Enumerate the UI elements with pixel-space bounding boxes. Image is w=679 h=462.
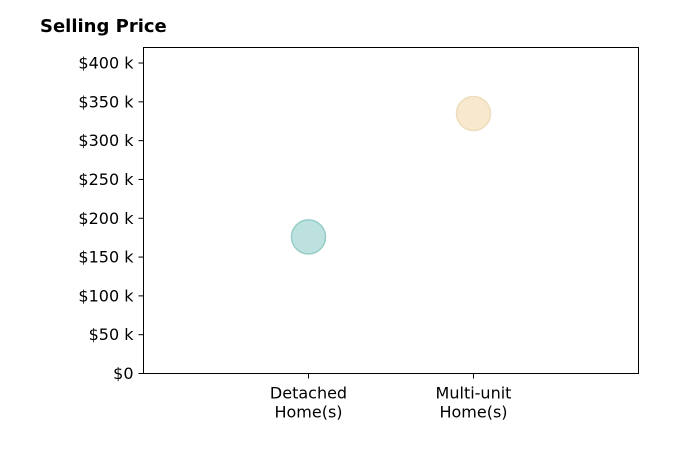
y-tick-label: $50 k (89, 325, 135, 344)
data-points (290, 95, 492, 255)
y-axis: $0 $50 k $100 k $150 k $200 k $250 k $300 k $35… (78, 54, 144, 383)
y-tick-label: $100 k (78, 286, 134, 305)
x-tick-label: Multi-unit Home(s) (436, 384, 512, 422)
x-tick-label-line: Home(s) (439, 403, 507, 422)
y-tick-label: $300 k (78, 131, 134, 150)
x-tick-label-line: Home(s) (274, 403, 342, 422)
x-tick-label-line: Multi-unit (436, 384, 512, 403)
y-tick-label: $250 k (78, 170, 134, 189)
y-tick-label: $350 k (78, 92, 134, 111)
y-tick-label: $0 (113, 364, 133, 383)
plot-area-frame (143, 47, 639, 374)
y-tick-label: $150 k (78, 248, 134, 267)
data-point (290, 219, 327, 255)
x-tick-label-line: Detached (270, 384, 347, 403)
y-tick-label: $200 k (78, 209, 134, 228)
x-tick-label: Detached Home(s) (270, 384, 347, 422)
y-tick-label: $400 k (78, 54, 134, 73)
chart-title: Selling Price (40, 16, 167, 37)
x-axis: Detached Home(s)Multi-unit Home(s) (270, 373, 512, 422)
data-point (455, 95, 492, 132)
